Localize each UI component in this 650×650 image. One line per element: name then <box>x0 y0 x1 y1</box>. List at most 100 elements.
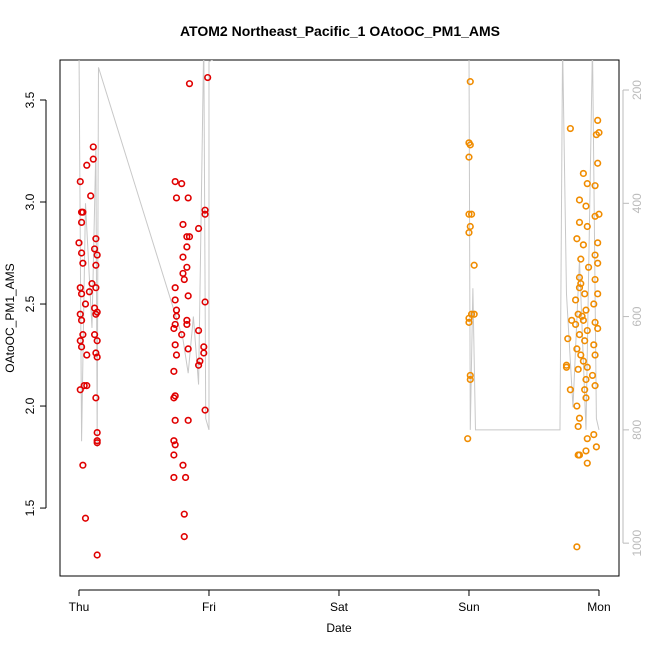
data-point <box>591 212 599 220</box>
data-point <box>90 245 99 253</box>
data-point <box>592 443 600 451</box>
x-tick-label: Fri <box>202 600 216 614</box>
data-point <box>577 255 585 263</box>
data-point <box>184 345 192 353</box>
data-point <box>172 351 181 359</box>
y-tick-label: 3.5 <box>23 91 37 108</box>
data-point <box>76 178 84 186</box>
y-tick-label: 2.0 <box>23 397 37 414</box>
data-point <box>574 365 582 373</box>
data-point <box>594 324 602 333</box>
data-point <box>573 235 581 243</box>
data-point <box>578 312 586 320</box>
data-point <box>83 351 91 359</box>
data-point <box>76 337 84 345</box>
data-point <box>90 331 99 339</box>
data-point <box>92 261 100 269</box>
data-point <box>79 259 87 267</box>
data-point <box>201 298 209 306</box>
data-point <box>75 239 83 247</box>
y2-tick-label: 400 <box>630 193 644 213</box>
data-point <box>581 337 589 345</box>
data-point <box>93 353 101 361</box>
data-point <box>573 543 581 551</box>
data-point <box>79 461 87 469</box>
data-point <box>466 371 474 380</box>
data-point <box>573 345 581 353</box>
data-point <box>466 141 474 149</box>
x-tick-label: Sun <box>458 600 479 614</box>
plot-frame <box>59 59 620 577</box>
data-point <box>170 451 178 459</box>
data-point <box>594 116 602 124</box>
data-point <box>467 210 476 218</box>
data-point <box>581 386 589 394</box>
data-point <box>591 275 599 284</box>
data-point <box>93 337 101 345</box>
data-point <box>92 310 100 318</box>
data-point <box>77 343 86 351</box>
data-point <box>171 284 179 292</box>
x-axis-label: Date <box>326 621 352 635</box>
data-point <box>92 284 100 292</box>
data-point <box>179 461 187 469</box>
data-point <box>200 349 208 357</box>
data-point <box>465 318 473 326</box>
data-point <box>81 300 90 308</box>
data-point <box>594 290 602 298</box>
data-point <box>573 402 581 410</box>
data-point <box>87 192 95 200</box>
data-point <box>590 341 598 349</box>
chart-title: ATOM2 Northeast_Pacific_1 OAtoOC_PM1_AMS <box>180 23 500 39</box>
data-point <box>579 316 587 324</box>
data-point <box>180 510 188 518</box>
data-point <box>79 331 87 339</box>
data-point <box>577 351 585 359</box>
data-point <box>77 316 86 324</box>
y2-tick-label: 600 <box>630 306 644 326</box>
data-point <box>592 131 600 139</box>
data-point <box>583 459 591 467</box>
data-point <box>466 222 474 231</box>
data-point <box>183 316 191 324</box>
data-point <box>183 263 191 271</box>
data-point <box>185 80 194 88</box>
data-point <box>172 312 181 320</box>
x-tick-label: Sat <box>330 600 349 614</box>
data-point <box>171 416 179 424</box>
data-point <box>582 202 590 210</box>
y2-tick-label: 1000 <box>630 529 644 556</box>
data-point <box>574 422 582 431</box>
data-point <box>77 249 86 257</box>
data-point <box>575 196 584 204</box>
data-point <box>181 473 190 482</box>
data-point <box>179 253 187 261</box>
data-point <box>172 306 181 314</box>
data-point <box>178 180 186 188</box>
data-point <box>465 210 473 218</box>
data-point <box>93 428 101 437</box>
data-point <box>196 357 204 365</box>
data-point <box>171 441 179 449</box>
data-point <box>582 394 590 402</box>
data-point <box>170 367 178 375</box>
data-point <box>579 169 587 178</box>
data-point <box>583 435 591 443</box>
data-point <box>590 431 598 439</box>
data-point <box>562 363 571 371</box>
data-point <box>170 324 178 333</box>
y-tick-label: 3.0 <box>23 193 37 210</box>
data-point <box>180 533 188 541</box>
data-point <box>470 261 478 269</box>
data-point <box>571 320 580 329</box>
data-point <box>591 251 599 259</box>
data-point <box>92 394 100 402</box>
data-point <box>179 220 187 229</box>
x-tick-label: Mon <box>587 600 610 614</box>
y-axis-label: OAtoOC_PM1_AMS <box>3 263 17 372</box>
data-point <box>76 386 84 394</box>
data-point <box>465 153 473 161</box>
data-point <box>204 73 212 82</box>
data-point <box>92 349 100 357</box>
